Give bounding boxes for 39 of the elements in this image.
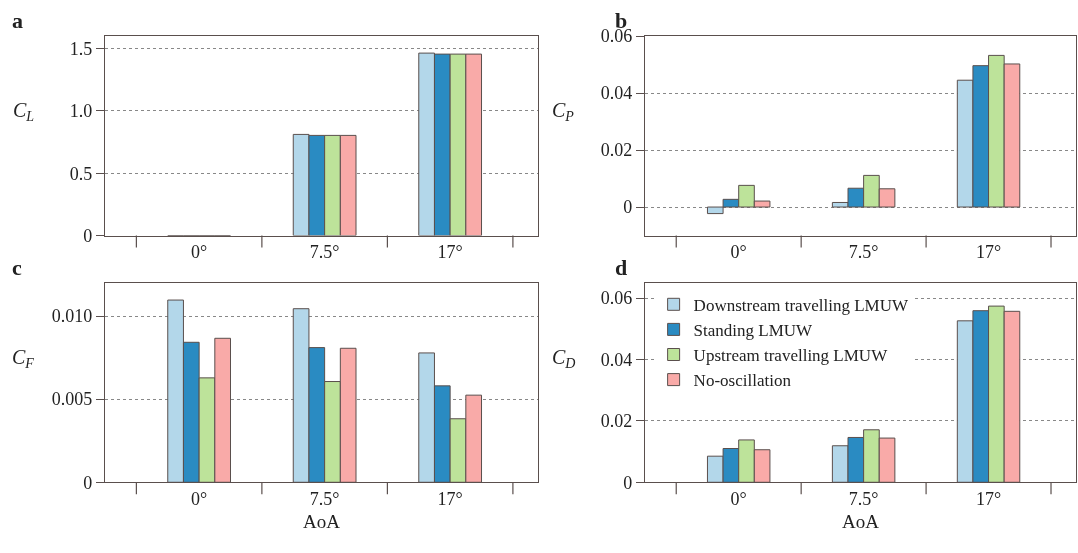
x-tick-label: 7.5° — [848, 488, 879, 509]
chart-title: a — [12, 8, 23, 33]
y-tick-label: 0 — [623, 197, 633, 218]
y-tick-label: 1.0 — [69, 101, 93, 122]
y-axis-title: C$_{F}$ — [12, 346, 35, 372]
y-tick-label: 0.5 — [69, 163, 93, 184]
x-tick-label: 7.5° — [309, 242, 340, 263]
y-tick-label: 0 — [83, 472, 93, 493]
x-tick-label: 0° — [730, 242, 747, 263]
y-tick-label: 0.02 — [600, 140, 633, 161]
x-tick-label: 17° — [437, 242, 463, 263]
legend-label: Standing LMUW — [693, 321, 814, 341]
chart-title: c — [12, 255, 22, 280]
x-tick-label: 0° — [191, 488, 208, 509]
y-tick-label: 1.5 — [69, 38, 93, 59]
legend-label: Downstream travelling LMUW — [693, 295, 909, 315]
x-tick-label: 17° — [975, 488, 1002, 509]
x-tick-label: 0° — [191, 242, 208, 263]
chart-title: d — [615, 255, 628, 280]
x-tick-label: 17° — [975, 242, 1002, 263]
x-axis-title: AoA — [303, 510, 341, 532]
y-tick-label: 0.02 — [600, 411, 633, 432]
x-tick-label: 17° — [437, 488, 463, 509]
y-tick-label: 0 — [623, 472, 633, 493]
y-axis-title: C$_{D}$ — [552, 346, 576, 372]
y-axis-title: C$_{L}$ — [13, 99, 35, 125]
y-tick-label: 0.010 — [51, 306, 93, 327]
y-tick-label: 0 — [83, 225, 93, 246]
y-tick-label: 0.04 — [600, 83, 633, 104]
y-tick-label: 0.04 — [600, 349, 633, 370]
x-tick-label: 7.5° — [309, 488, 340, 509]
x-tick-label: 0° — [730, 488, 747, 509]
legend-label: No-oscillation — [693, 371, 792, 391]
x-tick-label: 7.5° — [848, 242, 879, 263]
y-tick-label: 0.06 — [600, 288, 633, 309]
y-tick-label: 0.005 — [51, 389, 93, 410]
y-axis-title: C$_{P}$ — [552, 99, 575, 125]
legend-label: Upstream travelling LMUW — [693, 346, 889, 366]
x-axis-title: AoA — [842, 510, 880, 532]
